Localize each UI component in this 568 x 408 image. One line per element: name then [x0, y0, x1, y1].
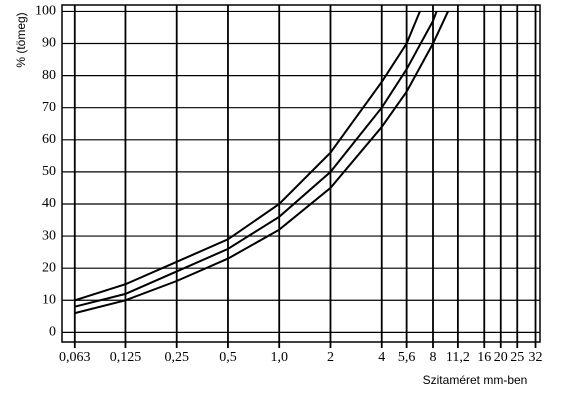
x-tick-label: 11,2 [446, 350, 470, 365]
x-tick-label: 16 [477, 350, 491, 365]
x-tick-label: 2 [327, 350, 334, 365]
x-tick-label: 0,5 [219, 350, 237, 365]
x-tick-label: 5,6 [398, 350, 416, 365]
y-axis-label: % (tömeg) [14, 12, 28, 67]
y-tick-label: 100 [35, 4, 56, 19]
x-tick-label: 8 [430, 350, 437, 365]
y-tick-label: 20 [42, 260, 56, 275]
y-tick-label: 30 [42, 228, 56, 243]
y-tick-label: 50 [42, 164, 56, 179]
y-tick-label: 60 [42, 132, 56, 147]
grading-curve [74, 10, 449, 315]
y-tick-label: 10 [42, 292, 56, 307]
y-tick-label: 90 [42, 36, 56, 51]
y-tick-label: 80 [42, 68, 56, 83]
y-tick-label: 70 [42, 100, 56, 115]
x-tick-label: 25 [510, 350, 524, 365]
x-tick-label: 32 [529, 350, 543, 365]
y-tick-label: 40 [42, 196, 56, 211]
x-tick-label: 0,125 [110, 350, 142, 365]
x-tick-label: 1,0 [270, 350, 288, 365]
x-tick-label: 0,25 [164, 350, 189, 365]
y-tick-label: 0 [49, 325, 56, 340]
x-axis-label: Szitaméret mm-ben [423, 373, 528, 387]
grading-curve [74, 11, 438, 308]
x-tick-label: 0,063 [59, 350, 91, 365]
plot-frame [61, 4, 541, 343]
x-tick-label: 20 [494, 350, 508, 365]
grading-curve [74, 11, 421, 302]
x-tick-label: 4 [378, 350, 385, 365]
